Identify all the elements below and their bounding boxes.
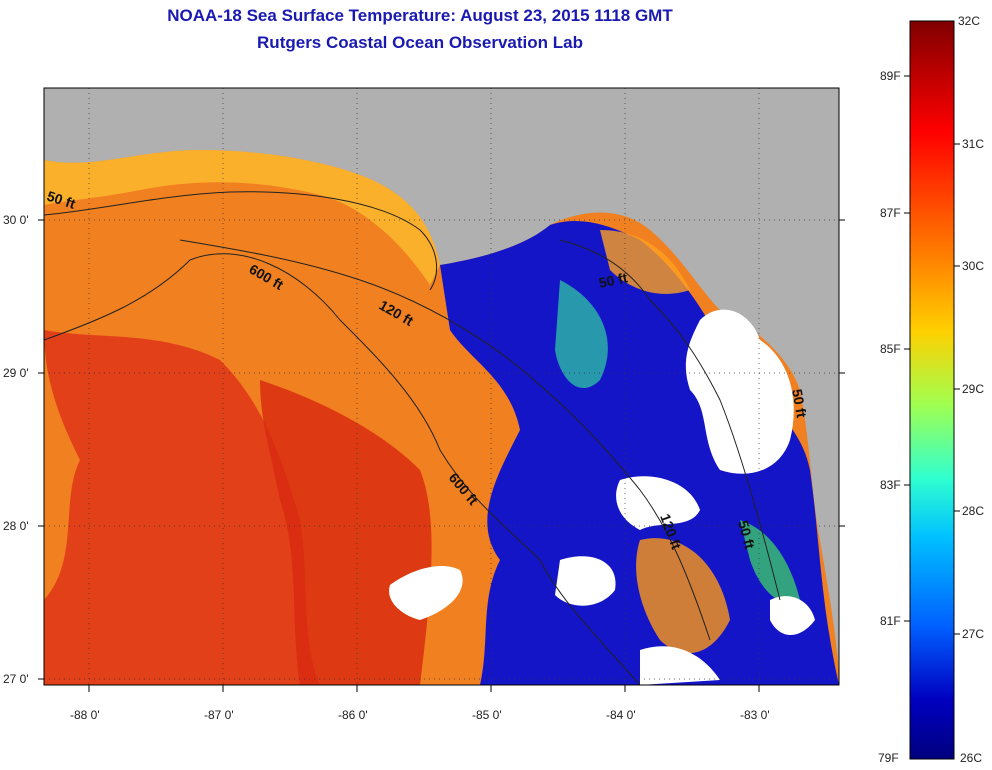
contour-50ft-north	[44, 191, 438, 291]
fahrenheit-label: 79F	[878, 751, 899, 765]
contour-120ft	[179, 239, 711, 641]
mixed-water-1	[555, 280, 608, 389]
y-tick-label: 28 0'	[3, 519, 29, 533]
fahrenheit-label: 81F	[880, 614, 901, 628]
contour-50ft-east	[559, 239, 781, 601]
cloud-patch-4	[389, 565, 463, 620]
warm-patch-west	[44, 330, 320, 685]
x-tick-label: -84 0'	[606, 708, 636, 722]
x-tick-label: -86 0'	[338, 708, 368, 722]
contour-label: 50 ft	[789, 388, 810, 419]
mixed-water-2	[600, 230, 690, 294]
temperature-colorbar: 32C 31C 30C 29C 28C 27C 26C 89F 87F 85F …	[878, 14, 984, 765]
cloud-patch-3	[555, 556, 616, 606]
x-tick-label: -83 0'	[740, 708, 770, 722]
celsius-label: 28C	[962, 504, 984, 518]
celsius-label: 30C	[962, 259, 984, 273]
fahrenheit-label: 83F	[880, 478, 901, 492]
colorbar-ticks	[904, 75, 960, 635]
celsius-label: 27C	[962, 627, 984, 641]
fahrenheit-label: 87F	[880, 206, 901, 220]
cool-water-east	[440, 220, 839, 685]
nearshore-band	[44, 150, 440, 285]
celsius-label: 31C	[962, 137, 984, 151]
celsius-label: 29C	[962, 382, 984, 396]
map-title: NOAA-18 Sea Surface Temperature: August …	[167, 6, 673, 25]
contour-label: 50 ft	[735, 519, 758, 551]
cloud-patch-5	[640, 646, 720, 685]
mixed-water-3	[636, 538, 730, 654]
cloud-patch-6	[770, 596, 815, 635]
x-tick-label: -85 0'	[472, 708, 502, 722]
map-frame	[43, 87, 840, 686]
fahrenheit-label: 89F	[880, 69, 901, 83]
contour-label: 50 ft	[597, 269, 629, 291]
colorbar-gradient	[909, 20, 955, 760]
warm-patch-central	[260, 380, 432, 685]
tick-marks	[38, 219, 845, 692]
celsius-label: 26C	[960, 751, 982, 765]
contour-600ft	[44, 253, 641, 685]
y-tick-label: 27 0'	[3, 672, 29, 686]
cloud-patch-1	[685, 309, 794, 474]
x-tick-label: -88 0'	[70, 708, 100, 722]
y-tick-label: 30 0'	[3, 213, 29, 227]
map-subtitle: Rutgers Coastal Ocean Observation Lab	[257, 33, 583, 52]
fahrenheit-label: 85F	[880, 342, 901, 356]
x-tick-label: -87 0'	[204, 708, 234, 722]
celsius-label: 32C	[958, 14, 980, 28]
y-tick-label: 29 0'	[3, 366, 29, 380]
sst-map: 50 ft 600 ft 120 ft 50 ft 600 ft 120 ft …	[3, 87, 845, 722]
cloud-patch-2	[616, 476, 700, 530]
